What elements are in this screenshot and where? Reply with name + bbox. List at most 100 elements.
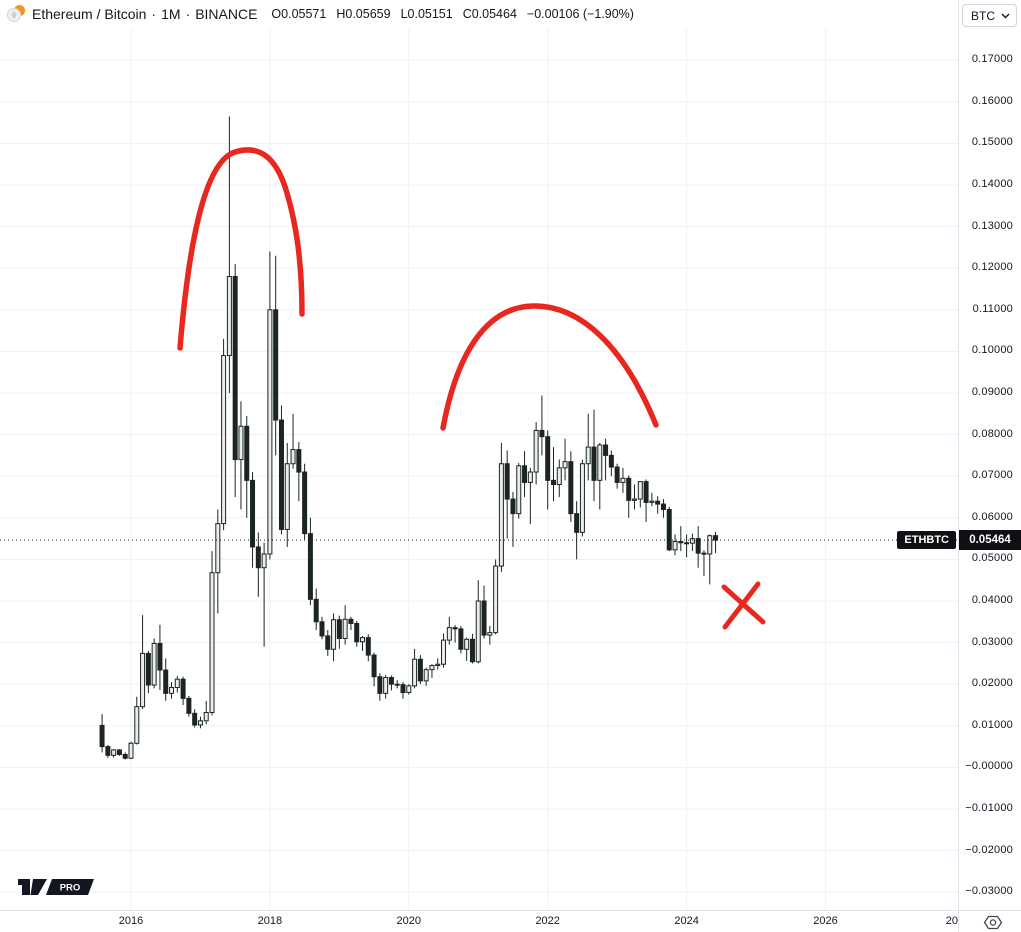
- candle-body[interactable]: [267, 309, 273, 555]
- candle-body[interactable]: [655, 500, 661, 505]
- candle-body[interactable]: [360, 637, 365, 643]
- candle-body[interactable]: [533, 429, 539, 473]
- candle-body[interactable]: [145, 652, 151, 686]
- candle-body[interactable]: [302, 471, 308, 535]
- interval-label[interactable]: 1M: [161, 6, 181, 22]
- candle-body[interactable]: [481, 600, 487, 636]
- candle-body[interactable]: [284, 463, 290, 530]
- candle-body[interactable]: [446, 627, 452, 641]
- candle-body[interactable]: [516, 465, 522, 515]
- candle-body[interactable]: [331, 619, 337, 650]
- candle-body[interactable]: [244, 425, 250, 481]
- axis-settings-gear-icon[interactable]: [983, 915, 1003, 932]
- candle-body[interactable]: [232, 276, 238, 461]
- candle-body[interactable]: [469, 638, 475, 663]
- candle-body[interactable]: [342, 618, 348, 639]
- time-scale[interactable]: 2016 2018 2020 2022 2024 2026 20: [0, 911, 1021, 932]
- red-arch-2017-top[interactable]: [177, 147, 305, 351]
- candle-body[interactable]: [695, 538, 701, 554]
- candle-body[interactable]: [226, 276, 232, 357]
- candle-body[interactable]: [180, 678, 186, 699]
- candle-body[interactable]: [169, 687, 175, 694]
- candle-body[interactable]: [140, 652, 146, 708]
- candle-body[interactable]: [417, 658, 423, 682]
- symbol-title[interactable]: Ethereum / Bitcoin: [32, 6, 147, 22]
- candle-body[interactable]: [423, 669, 429, 682]
- candle-body[interactable]: [278, 419, 284, 530]
- candle-body[interactable]: [354, 622, 360, 643]
- candle-body[interactable]: [250, 479, 256, 548]
- candle-body[interactable]: [238, 425, 244, 461]
- candle-body[interactable]: [493, 565, 499, 634]
- candle-body[interactable]: [545, 436, 551, 481]
- candle-body[interactable]: [348, 618, 354, 624]
- candle-body[interactable]: [701, 552, 707, 555]
- candle-body[interactable]: [116, 749, 122, 756]
- candle-body[interactable]: [574, 513, 580, 533]
- exchange-label[interactable]: BINANCE: [195, 6, 258, 22]
- candle-body[interactable]: [684, 542, 690, 545]
- candle-body[interactable]: [221, 355, 227, 525]
- candle-body[interactable]: [510, 498, 516, 515]
- candle-body[interactable]: [556, 467, 562, 486]
- candle-body[interactable]: [632, 498, 638, 501]
- candle-body[interactable]: [406, 685, 412, 694]
- candle-body[interactable]: [296, 449, 302, 473]
- candle-body[interactable]: [203, 711, 209, 722]
- candle-body[interactable]: [383, 677, 389, 694]
- candle-body[interactable]: [649, 500, 655, 503]
- candle-body[interactable]: [388, 677, 394, 685]
- candle-body[interactable]: [400, 684, 406, 694]
- candle-body[interactable]: [487, 632, 493, 636]
- candle-body[interactable]: [585, 446, 591, 465]
- candle-body[interactable]: [365, 637, 371, 656]
- candle-body[interactable]: [105, 746, 111, 756]
- candle-body[interactable]: [678, 541, 684, 544]
- candle-body[interactable]: [568, 461, 574, 515]
- candle-body[interactable]: [134, 706, 140, 744]
- candle-body[interactable]: [504, 463, 510, 500]
- candle-body[interactable]: [660, 503, 666, 510]
- candle-body[interactable]: [157, 642, 163, 671]
- candle-body[interactable]: [591, 446, 597, 481]
- candle-body[interactable]: [498, 463, 504, 567]
- candle-body[interactable]: [290, 449, 296, 465]
- candle-body[interactable]: [475, 600, 481, 663]
- candle-body[interactable]: [522, 465, 528, 483]
- candle-body[interactable]: [464, 638, 470, 650]
- candle-body[interactable]: [186, 697, 192, 714]
- candle-body[interactable]: [325, 635, 331, 650]
- candle-body[interactable]: [313, 598, 319, 623]
- candle-body[interactable]: [713, 535, 719, 541]
- candle-body[interactable]: [620, 477, 626, 483]
- candle-body[interactable]: [562, 461, 568, 469]
- candle-body[interactable]: [643, 481, 649, 503]
- candle-body[interactable]: [319, 621, 325, 637]
- candle-body[interactable]: [435, 663, 441, 666]
- candle-body[interactable]: [255, 546, 261, 569]
- candle-body[interactable]: [412, 658, 418, 687]
- candle-body[interactable]: [197, 720, 203, 726]
- candle-body[interactable]: [163, 669, 169, 694]
- candle-body[interactable]: [608, 454, 614, 468]
- candle-body[interactable]: [394, 683, 400, 686]
- candle-body[interactable]: [99, 724, 105, 748]
- candle-body[interactable]: [539, 429, 545, 438]
- candle-body[interactable]: [614, 466, 620, 483]
- candle-body[interactable]: [672, 541, 678, 551]
- candle-body[interactable]: [128, 742, 134, 759]
- candle-body[interactable]: [307, 533, 313, 600]
- candle-body[interactable]: [666, 508, 672, 551]
- candle-body[interactable]: [336, 619, 342, 639]
- candle-body[interactable]: [261, 553, 267, 569]
- candle-body[interactable]: [174, 678, 180, 689]
- candle-body[interactable]: [429, 664, 435, 671]
- candle-body[interactable]: [626, 477, 632, 501]
- candle-body[interactable]: [122, 754, 128, 759]
- candle-body[interactable]: [377, 676, 383, 694]
- candle-body[interactable]: [550, 479, 556, 486]
- candle-body[interactable]: [151, 642, 157, 686]
- red-x-mark[interactable]: [722, 581, 761, 630]
- candle-body[interactable]: [458, 628, 464, 650]
- candle-body[interactable]: [111, 749, 117, 756]
